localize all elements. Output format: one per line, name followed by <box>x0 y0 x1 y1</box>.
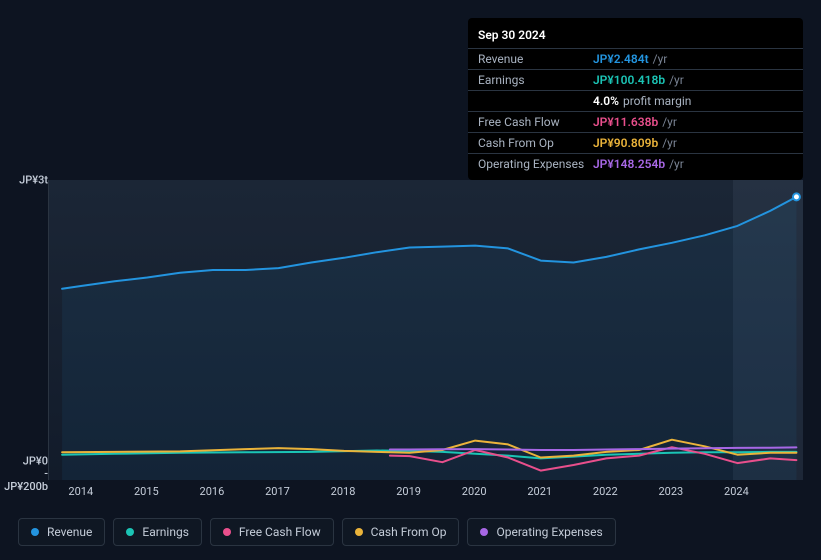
tooltip-row-label: Operating Expenses <box>478 157 593 171</box>
legend: Revenue Earnings Free Cash Flow Cash From O… <box>18 518 616 546</box>
legend-item[interactable]: Cash From Op <box>342 518 460 546</box>
y-axis-label: -JP¥200b <box>4 467 48 493</box>
tooltip-row: Free Cash FlowJP¥11.638b/yr <box>468 111 803 132</box>
tooltip-row-label: Revenue <box>478 52 593 66</box>
tooltip-row: Cash From OpJP¥90.809b/yr <box>468 132 803 153</box>
tooltip-row-label: Free Cash Flow <box>478 115 593 129</box>
tooltip-row: 4.0%profit margin <box>468 90 803 111</box>
tooltip-row: RevenueJP¥2.484t/yr <box>468 48 803 69</box>
legend-label: Revenue <box>47 525 92 539</box>
legend-dot-icon <box>480 528 488 536</box>
legend-item[interactable]: Free Cash Flow <box>210 518 334 546</box>
legend-item[interactable]: Earnings <box>113 518 202 546</box>
x-axis-label: 2022 <box>593 485 618 498</box>
x-axis-label: 2023 <box>658 485 683 498</box>
legend-label: Operating Expenses <box>496 525 602 539</box>
legend-dot-icon <box>31 528 39 536</box>
x-axis-label: 2017 <box>265 485 290 498</box>
y-axis-label: JP¥0 <box>23 455 48 468</box>
x-axis-label: 2024 <box>724 485 749 498</box>
legend-label: Free Cash Flow <box>239 525 321 539</box>
legend-dot-icon <box>355 528 363 536</box>
legend-dot-icon <box>223 528 231 536</box>
x-axis-label: 2021 <box>527 485 552 498</box>
chart-area: JP¥3tJP¥0-JP¥200b 2014201520162017201820… <box>18 160 803 540</box>
x-axis-label: 2018 <box>331 485 356 498</box>
line-chart-svg <box>49 180 803 480</box>
x-axis-label: 2019 <box>396 485 421 498</box>
tooltip-row-value: JP¥100.418b/yr <box>593 73 684 87</box>
tooltip-row-value: JP¥148.254b/yr <box>593 157 684 171</box>
legend-label: Cash From Op <box>371 525 447 539</box>
end-marker-icon <box>793 193 800 200</box>
x-axis-label: 2020 <box>462 485 487 498</box>
legend-dot-icon <box>126 528 134 536</box>
x-axis-label: 2015 <box>134 485 159 498</box>
plot-area[interactable] <box>48 180 803 480</box>
tooltip-row-label: Earnings <box>478 73 593 87</box>
tooltip-date: Sep 30 2024 <box>468 24 803 48</box>
tooltip-row: EarningsJP¥100.418b/yr <box>468 69 803 90</box>
tooltip-row-value: JP¥90.809b/yr <box>593 136 677 150</box>
legend-item[interactable]: Revenue <box>18 518 105 546</box>
y-axis-label: JP¥3t <box>19 174 48 187</box>
x-axis-label: 2014 <box>68 485 93 498</box>
legend-label: Earnings <box>142 525 189 539</box>
tooltip-row-label <box>478 94 593 108</box>
tooltip-row-value: JP¥2.484t/yr <box>593 52 667 66</box>
data-tooltip: Sep 30 2024 RevenueJP¥2.484t/yrEarningsJ… <box>468 18 803 180</box>
tooltip-row: Operating ExpensesJP¥148.254b/yr <box>468 153 803 174</box>
legend-item[interactable]: Operating Expenses <box>467 518 615 546</box>
x-axis-label: 2016 <box>200 485 225 498</box>
tooltip-row-value: JP¥11.638b/yr <box>593 115 677 129</box>
tooltip-row-label: Cash From Op <box>478 136 593 150</box>
tooltip-row-value: 4.0%profit margin <box>593 94 691 108</box>
